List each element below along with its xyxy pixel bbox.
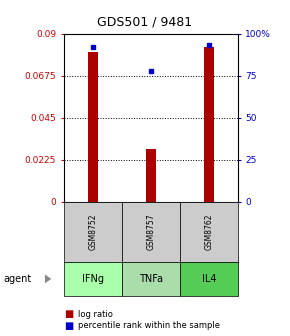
Text: GSM8762: GSM8762 bbox=[204, 214, 213, 250]
Text: GDS501 / 9481: GDS501 / 9481 bbox=[97, 15, 193, 28]
Text: GSM8752: GSM8752 bbox=[88, 214, 97, 250]
Text: percentile rank within the sample: percentile rank within the sample bbox=[78, 322, 220, 330]
Text: TNFa: TNFa bbox=[139, 274, 163, 284]
Text: ■: ■ bbox=[64, 321, 73, 331]
Bar bbox=[146, 149, 156, 202]
Text: ■: ■ bbox=[64, 309, 73, 319]
Text: IFNg: IFNg bbox=[82, 274, 104, 284]
Text: agent: agent bbox=[3, 274, 31, 284]
Text: GSM8757: GSM8757 bbox=[146, 213, 155, 250]
Bar bbox=[204, 47, 214, 202]
Bar bbox=[88, 52, 98, 202]
Text: IL4: IL4 bbox=[202, 274, 216, 284]
Text: log ratio: log ratio bbox=[78, 310, 113, 319]
